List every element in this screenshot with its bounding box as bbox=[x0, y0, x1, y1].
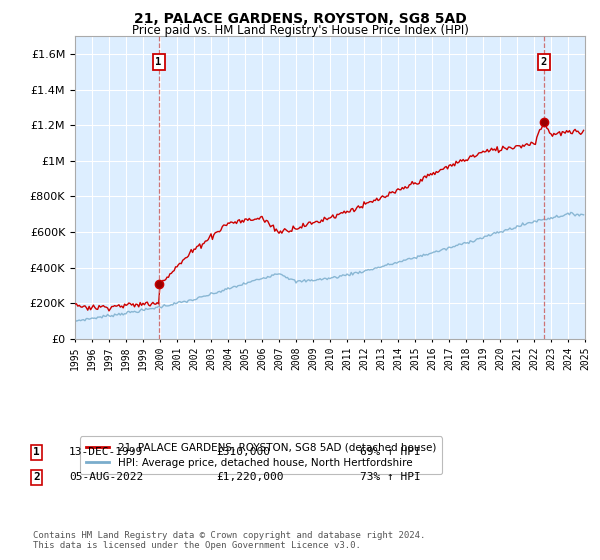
Text: 69% ↑ HPI: 69% ↑ HPI bbox=[360, 447, 421, 458]
Text: Contains HM Land Registry data © Crown copyright and database right 2024.
This d: Contains HM Land Registry data © Crown c… bbox=[33, 530, 425, 550]
Text: 73% ↑ HPI: 73% ↑ HPI bbox=[360, 472, 421, 482]
Text: 21, PALACE GARDENS, ROYSTON, SG8 5AD: 21, PALACE GARDENS, ROYSTON, SG8 5AD bbox=[134, 12, 466, 26]
Text: £310,000: £310,000 bbox=[216, 447, 270, 458]
Text: 13-DEC-1999: 13-DEC-1999 bbox=[69, 447, 143, 458]
Text: 05-AUG-2022: 05-AUG-2022 bbox=[69, 472, 143, 482]
Text: 2: 2 bbox=[33, 472, 40, 482]
Text: 1: 1 bbox=[33, 447, 40, 458]
Text: Price paid vs. HM Land Registry's House Price Index (HPI): Price paid vs. HM Land Registry's House … bbox=[131, 24, 469, 37]
Legend: 21, PALACE GARDENS, ROYSTON, SG8 5AD (detached house), HPI: Average price, detac: 21, PALACE GARDENS, ROYSTON, SG8 5AD (de… bbox=[80, 436, 442, 474]
Text: 2: 2 bbox=[541, 57, 547, 67]
Text: 1: 1 bbox=[155, 57, 162, 67]
Text: £1,220,000: £1,220,000 bbox=[216, 472, 284, 482]
